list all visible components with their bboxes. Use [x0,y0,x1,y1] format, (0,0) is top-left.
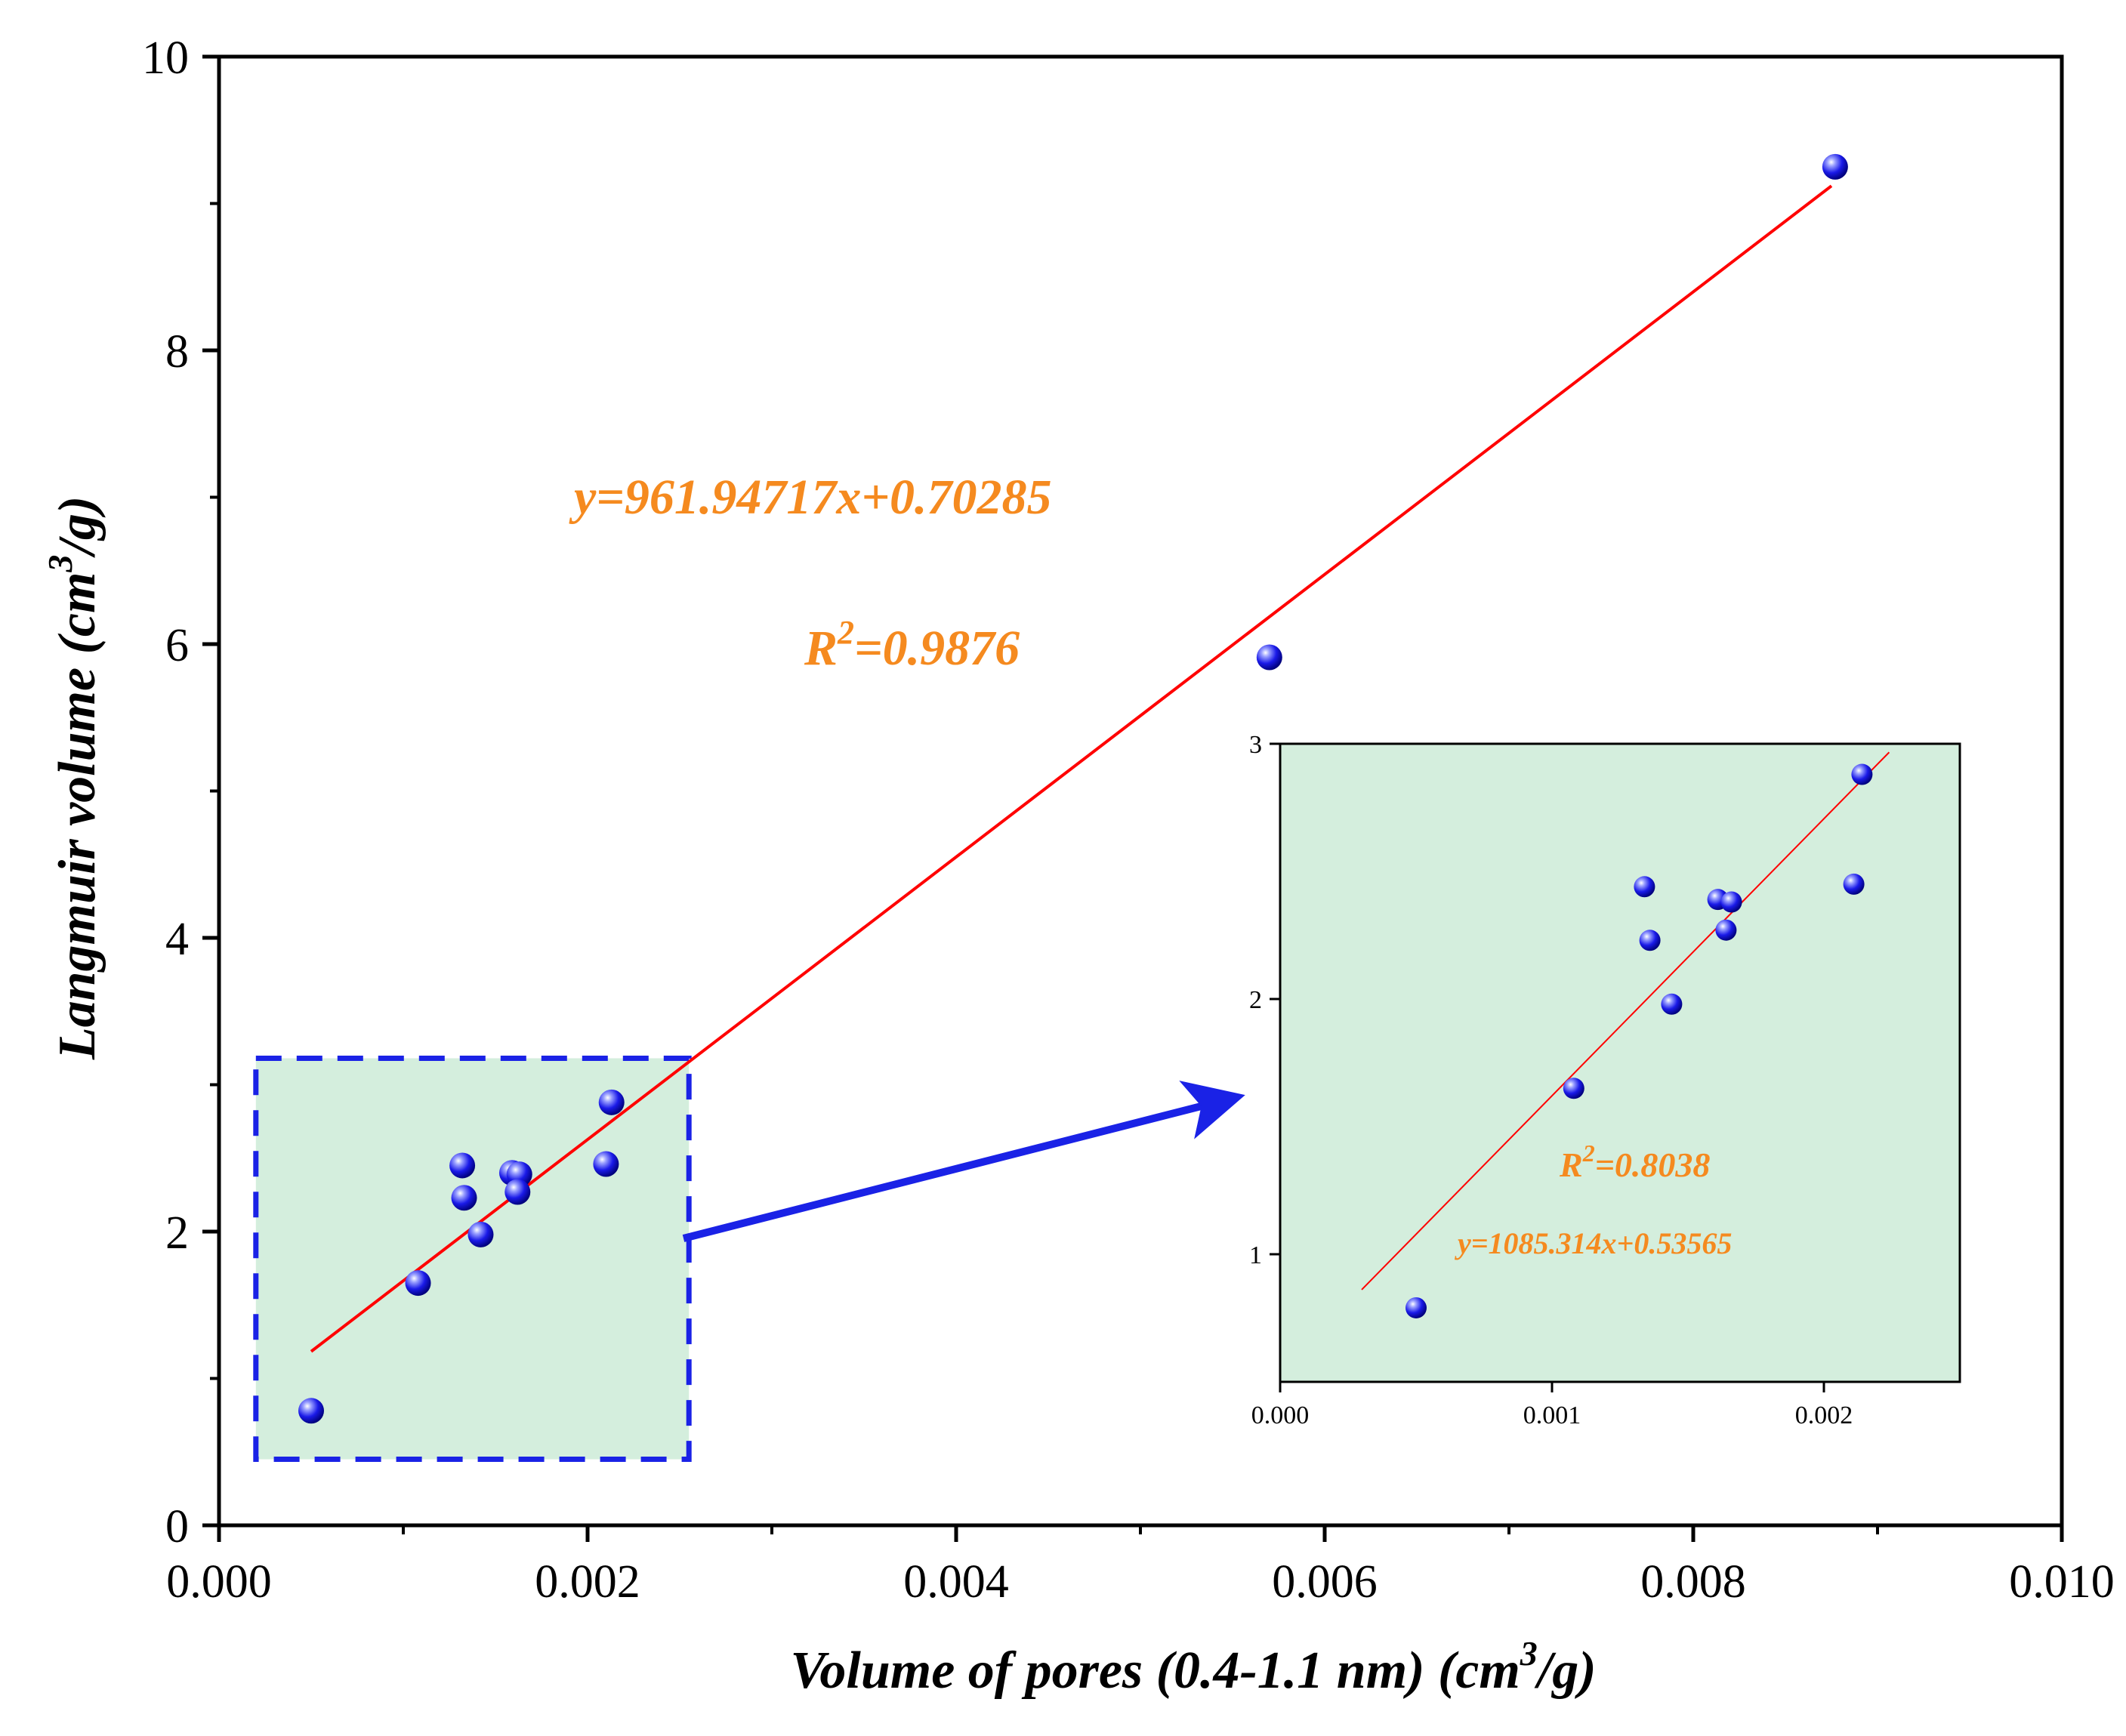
main-r2-sup: 2 [837,614,854,651]
main-data-point [467,1221,494,1247]
inset-fit-layer [1361,751,1890,1290]
inset-x-tick-label: 0.001 [1523,1401,1581,1429]
x-tick-label: 0.010 [2009,1556,2115,1608]
inset-r2-value: =0.8038 [1595,1146,1711,1184]
inset-data-point [1634,876,1655,898]
y-tick-label: 6 [165,620,189,671]
inset-data-point [1843,873,1865,895]
x-tick-label: 0.000 [166,1556,272,1608]
inset-data-point [1563,1078,1584,1099]
inset-fit-equation-text: y=1085.314x+0.53565 [1455,1226,1732,1260]
zoom-region-fill [255,1058,690,1460]
main-data-point [593,1151,619,1177]
inset-x-tick-label: 0.002 [1795,1401,1853,1429]
x-axis-title-main: Volume of pores (0.4-1.1 nm) (cm [790,1642,1520,1700]
y-tick-label: 4 [165,914,189,965]
x-axis-title-tail: /g) [1534,1642,1597,1700]
inset-r2-prefix: R [1559,1146,1583,1184]
x-tick-label: 0.002 [535,1556,640,1608]
main-data-point [1256,644,1282,671]
main-r2-prefix: R [804,621,838,676]
y-tick-label: 0 [165,1501,189,1553]
inset-fit-equation: y=1085.314x+0.53565 [1455,1226,1732,1260]
inset-r2-label: R2=0.8038 [1559,1139,1710,1184]
main-data-point [405,1270,431,1297]
inset-data-point [1715,919,1737,941]
inset-y-tick-label: 2 [1249,986,1262,1014]
y-axis-title: Langmuir volume (cm3/g) [41,496,106,1060]
main-fit-equation-text: y=961.94717x+0.70285 [569,470,1052,525]
main-data-point [449,1152,476,1179]
main-data-point [451,1185,477,1211]
main-data-point [505,1179,531,1205]
y-axis-title-tail: /g) [48,496,106,559]
main-data-point [1822,153,1848,180]
x-axis-title: Volume of pores (0.4-1.1 nm) (cm3/g) [790,1634,1596,1700]
inset-data-point [1639,930,1661,951]
inset-r2-sup: 2 [1582,1139,1595,1167]
y-axis-title-sup: 3 [41,555,79,573]
inset-fit-line [1361,751,1890,1290]
x-axis-title-sup: 3 [1520,1634,1538,1673]
main-points-layer [298,153,1848,1424]
main-data-point [298,1398,324,1424]
inset-data-point [1661,993,1683,1015]
zoom-region-border [253,1055,692,1462]
zoom-region-box [253,1055,692,1462]
inset-plot-frame [1279,742,1961,1383]
main-r2-label: R2=0.9876 [804,614,1020,676]
main-data-point [598,1089,625,1115]
y-tick-label: 10 [142,32,189,84]
inset-axes: 0.000 0.001 0.002 1 2 3 [1249,731,1961,1429]
y-tick-label: 2 [165,1207,189,1259]
zoom-arrow [682,1081,1245,1242]
x-tick-label: 0.004 [903,1556,1009,1608]
x-tick-label: 0.008 [1640,1556,1746,1608]
y-axis-title-main: Langmuir volume (cm [48,572,106,1061]
inset-x-tick-label: 0.000 [1251,1401,1310,1429]
inset-data-point [1406,1297,1427,1318]
inset-y-tick-label: 3 [1249,731,1262,759]
main-axes: 0.000 0.002 0.004 0.006 0.008 0.010 0 2 4 6 8 10 [142,32,2115,1608]
main-fit-layer [310,184,1833,1353]
inset-points-layer [1406,763,1873,1318]
inset-y-tick-label: 1 [1249,1241,1262,1269]
x-tick-label: 0.006 [1272,1556,1378,1608]
main-r2-value: =0.9876 [854,621,1020,676]
inset-data-point [1851,763,1873,785]
inset-data-point [1720,891,1742,913]
main-fit-line [310,184,1833,1353]
y-tick-label: 8 [165,326,189,378]
main-fit-equation: y=961.94717x+0.70285 [569,470,1052,525]
